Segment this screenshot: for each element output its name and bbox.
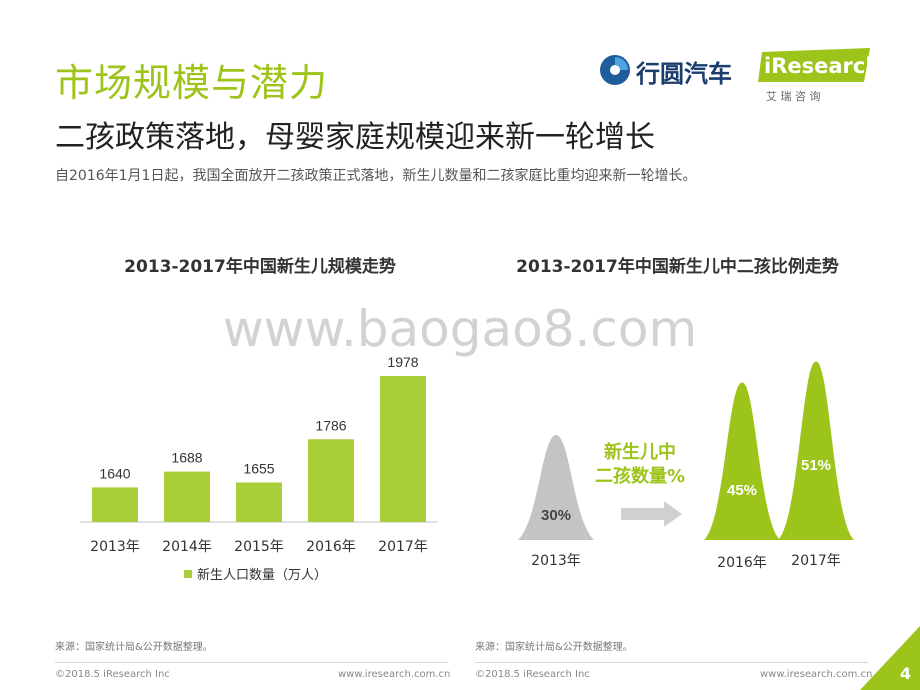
legend-swatch [184, 570, 192, 578]
page-subtitle: 二孩政策落地，母婴家庭规模迎来新一轮增长 [55, 120, 655, 155]
website-link-left[interactable]: www.iresearch.com.cn [338, 669, 451, 680]
bar-category-label-2: 2015年 [234, 539, 284, 555]
footer-divider-right [475, 662, 868, 663]
bar-2 [236, 482, 282, 522]
watermark: www.baogao8.com [222, 300, 698, 358]
ratio-peak-1 [704, 382, 780, 540]
trend-arrow-icon [621, 501, 682, 527]
ratio-value-label-1: 45% [727, 482, 757, 499]
bar-category-label-3: 2016年 [306, 539, 356, 555]
brand1-name: 行圆汽车 [636, 60, 732, 88]
bar-category-label-0: 2013年 [90, 539, 140, 555]
legend-label: 新生人口数量（万人） [197, 567, 327, 583]
bar-value-label-3: 1786 [315, 417, 346, 433]
footer-divider-left [55, 662, 448, 663]
ratio-annotation-line-0: 新生儿中 [604, 441, 676, 463]
page-description: 自2016年1月1日起，我国全面放开二孩政策正式落地，新生儿数量和二孩家庭比重均… [55, 168, 697, 184]
website-link-right[interactable]: www.iresearch.com.cn [760, 669, 873, 680]
page-title: 市场规模与潜力 [55, 61, 329, 105]
ratio-category-label-0: 2013年 [531, 553, 581, 569]
brand2-name: iResearch [764, 54, 881, 78]
ratio-category-label-2: 2017年 [791, 553, 841, 569]
ratio-peak-2 [778, 361, 854, 540]
ratio-value-label-2: 51% [801, 457, 831, 474]
ratio-category-label-1: 2016年 [717, 555, 767, 571]
bar-value-label-1: 1688 [171, 450, 202, 466]
bar-category-label-1: 2014年 [162, 539, 212, 555]
bar-category-label-4: 2017年 [378, 539, 428, 555]
bar-value-label-2: 1655 [243, 460, 274, 476]
bar-4 [380, 376, 426, 522]
bar-value-label-0: 1640 [99, 465, 130, 481]
copyright-left: ©2018.5 iResearch Inc [55, 669, 170, 680]
brand1-logo: 行圆汽车 [598, 52, 748, 88]
chart2-title: 2013-2017年中国新生儿中二孩比例走势 [516, 257, 839, 277]
brand2-logo: iResearch 艾 瑞 咨 询 [758, 48, 880, 108]
bar-1 [164, 471, 210, 522]
ratio-annotation-line-1: 二孩数量% [595, 465, 685, 487]
page-number: 4 [900, 664, 912, 683]
source-note-right: 来源：国家统计局&公开数据整理。 [475, 642, 633, 653]
brand2-badge-icon [758, 48, 870, 82]
bar-0 [92, 487, 138, 522]
source-note-left: 来源：国家统计局&公开数据整理。 [55, 642, 213, 653]
chart1-title: 2013-2017年中国新生儿规模走势 [124, 257, 396, 277]
ratio-peak-0 [518, 435, 594, 540]
ratio-value-label-0: 30% [541, 507, 571, 524]
brand2-subtitle: 艾 瑞 咨 询 [766, 90, 821, 103]
copyright-right: ©2018.5 iResearch Inc [475, 669, 590, 680]
bar-3 [308, 439, 354, 522]
page-corner-decoration [860, 626, 920, 690]
brand1-swirl-icon [600, 55, 630, 85]
bar-value-label-4: 1978 [387, 354, 418, 370]
